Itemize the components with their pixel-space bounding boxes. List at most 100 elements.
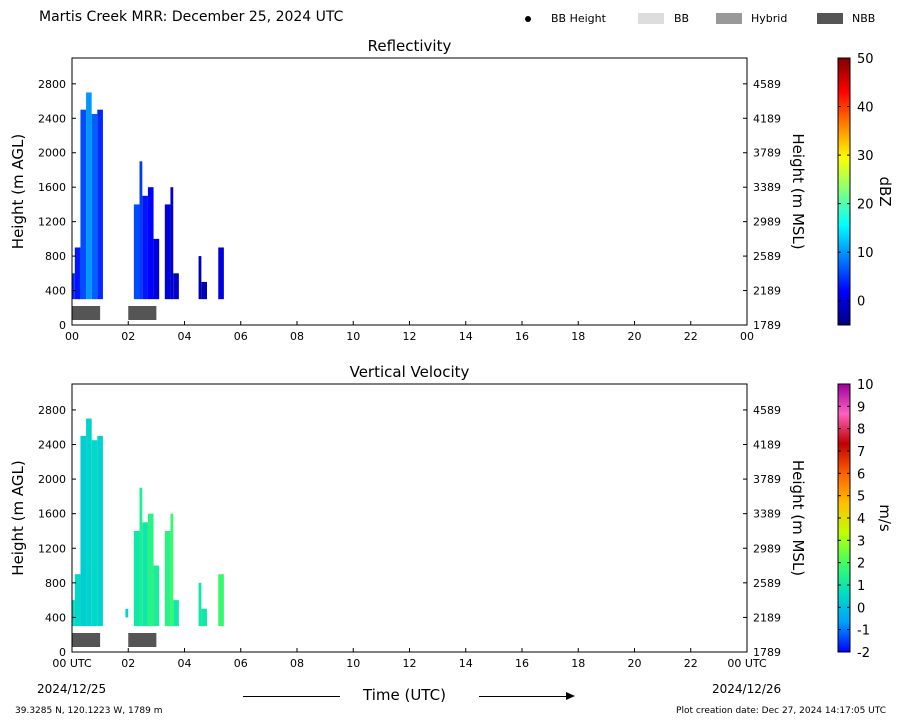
time-axis-label: Time (UTC): [363, 686, 446, 704]
vel-cell: [153, 565, 160, 627]
refl-ytick-label: 1200: [38, 216, 66, 229]
vel-cell: [173, 600, 179, 627]
vel-ytick-right-label: 2989: [753, 542, 781, 555]
refl-ytick-right-label: 2989: [753, 216, 781, 229]
vel-colorbar-tick-label: 9: [857, 400, 865, 415]
refl-ylabel-right: Height (m MSL): [789, 133, 807, 249]
refl-ytick-right-label: 3789: [753, 147, 781, 160]
refl-ytick-label: 800: [45, 250, 66, 263]
refl-cell: [74, 247, 81, 300]
refl-cell: [170, 187, 174, 300]
refl-title: Reflectivity: [368, 37, 452, 55]
vel-cell: [147, 513, 154, 627]
vel-cell: [97, 435, 103, 627]
vel-ytick-label: 1600: [38, 508, 66, 521]
refl-cell: [153, 238, 160, 300]
vel-ytick-label: 2000: [38, 473, 66, 486]
vel-cell: [164, 530, 171, 627]
date-end-label: 2024/12/26: [712, 682, 782, 696]
legend-nbb-label: NBB: [852, 12, 876, 25]
vel-xtick-label: 00 UTC: [52, 657, 92, 670]
vel-cell: [80, 435, 87, 627]
refl-cell: [80, 109, 87, 300]
vel-ylabel: Height (m AGL): [9, 460, 27, 575]
vel-title: Vertical Velocity: [350, 363, 470, 381]
vel-colorbar-tick-label: 2: [857, 557, 865, 572]
refl-ytick-right-label: 3389: [753, 181, 781, 194]
refl-ytick-label: 2000: [38, 147, 66, 160]
legend-hybrid-swatch: [716, 13, 742, 24]
station-coordinates: 39.3285 N, 120.1223 W, 1789 m: [15, 706, 163, 716]
vel-colorbar-tick-label: 6: [857, 467, 865, 482]
refl-colorbar-tick-label: 50: [857, 52, 874, 67]
refl-colorbar: [837, 57, 851, 326]
refl-cell: [133, 204, 140, 300]
vel-cell: [139, 487, 143, 627]
refl-xtick-label: 02: [121, 330, 135, 343]
vel-colorbar-tick-label: 1: [857, 579, 865, 594]
vel-cell: [133, 530, 140, 627]
refl-cell: [164, 204, 171, 300]
vel-cell: [142, 522, 148, 627]
refl-cell: [72, 273, 75, 300]
refl-ytick-label: 2800: [38, 78, 66, 91]
refl-cell: [201, 281, 207, 300]
refl-xtick-label: 16: [515, 330, 529, 343]
vel-ytick-right-label: 2189: [753, 611, 781, 624]
refl-cell: [218, 247, 224, 300]
vel-cell: [86, 418, 92, 627]
vel-cell: [91, 440, 98, 627]
vel-xtick-label: 18: [571, 657, 585, 670]
refl-xtick-label: 04: [178, 330, 192, 343]
refl-ytick-label: 400: [45, 285, 66, 298]
refl-ytick-right-label: 2189: [753, 285, 781, 298]
vel-xtick-label: 00 UTC: [727, 657, 767, 670]
refl-cell: [86, 92, 92, 300]
vel-xtick-label: 16: [515, 657, 529, 670]
refl-colorbar-tick-label: 30: [857, 149, 874, 164]
vel-ytick-label: 0: [59, 646, 66, 659]
refl-colorbar-tick-label: 0: [857, 295, 865, 310]
vel-ytick-right-label: 3789: [753, 473, 781, 486]
refl-ytick-right-label: 4589: [753, 78, 781, 91]
vel-colorbar-tick-label: 3: [857, 534, 865, 549]
refl-ytick-label: 0: [59, 319, 66, 332]
vel-cell: [218, 574, 224, 627]
refl-cell: [91, 113, 98, 300]
refl-ytick-right-label: 2589: [753, 250, 781, 263]
refl-ytick-label: 2400: [38, 112, 66, 125]
refl-xtick-label: 22: [684, 330, 698, 343]
refl-cell: [147, 187, 154, 300]
refl-xtick-label: 08: [290, 330, 304, 343]
refl-cell: [173, 273, 179, 300]
chart-canvas: Reflectivity0400800120016002000240028001…: [9, 37, 894, 670]
refl-ytick-right-label: 4189: [753, 112, 781, 125]
refl-colorbar-tick-label: 20: [857, 198, 874, 213]
vel-cell: [125, 608, 129, 618]
legend-bb-height-marker: [525, 16, 531, 22]
legend-bb-swatch: [638, 13, 664, 24]
legend-hybrid-label: Hybrid: [751, 12, 788, 25]
vel-xtick-label: 08: [290, 657, 304, 670]
vel-ytick-right-label: 2589: [753, 577, 781, 590]
refl-ylabel: Height (m AGL): [9, 134, 27, 249]
refl-colorbar-label: dBZ: [876, 176, 894, 206]
vel-ytick-label: 1200: [38, 542, 66, 555]
vel-xtick-label: 20: [628, 657, 642, 670]
vel-colorbar-label: m/s: [876, 504, 894, 532]
vel-ylabel-right: Height (m MSL): [789, 460, 807, 576]
vel-ytick-label: 400: [45, 611, 66, 624]
vel-xtick-label: 22: [684, 657, 698, 670]
vel-cell: [170, 513, 174, 627]
refl-cell: [142, 195, 148, 300]
vel-nbb-bar: [72, 633, 101, 647]
refl-xtick-label: 14: [459, 330, 473, 343]
vel-xtick-label: 14: [459, 657, 473, 670]
legend-nbb-swatch: [817, 13, 843, 24]
vel-xtick-label: 06: [234, 657, 248, 670]
vel-xtick-label: 02: [121, 657, 135, 670]
vel-colorbar-tick-label: 10: [857, 378, 874, 393]
time-arrow-head: [566, 692, 575, 700]
refl-xtick-label: 06: [234, 330, 248, 343]
refl-nbb-bar: [128, 306, 157, 320]
